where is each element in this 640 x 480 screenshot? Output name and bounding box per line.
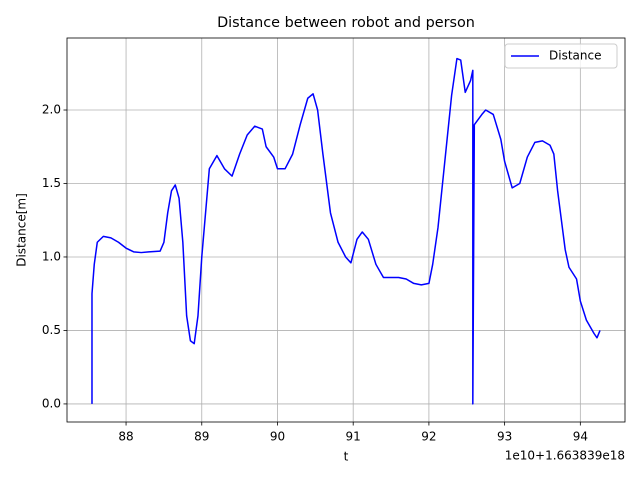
x-tick-label: 88 bbox=[118, 430, 133, 444]
x-tick-label: 90 bbox=[270, 430, 285, 444]
x-tick-label: 91 bbox=[346, 430, 361, 444]
chart-title: Distance between robot and person bbox=[217, 15, 475, 31]
axes-frame bbox=[66, 37, 626, 423]
x-tick-label: 92 bbox=[421, 430, 436, 444]
data-line bbox=[91, 57, 601, 405]
y-tick-label: 2.0 bbox=[42, 103, 61, 117]
y-tick-label: 0.0 bbox=[42, 396, 61, 410]
y-axis-label: Distance[m] bbox=[15, 193, 29, 267]
x-tick-label: 89 bbox=[194, 430, 209, 444]
y-tick-label: 0.5 bbox=[42, 323, 61, 337]
legend-label: Distance bbox=[549, 49, 601, 63]
x-axis-label: t bbox=[344, 450, 349, 464]
x-tick-label: 94 bbox=[573, 430, 588, 444]
x-offset-label: 1e10+1.663839e18 bbox=[505, 449, 625, 463]
legend-box bbox=[504, 43, 618, 69]
y-tick-label: 1.5 bbox=[42, 176, 61, 190]
y-tick-label: 1.0 bbox=[42, 249, 61, 263]
x-tick-label: 93 bbox=[497, 430, 512, 444]
